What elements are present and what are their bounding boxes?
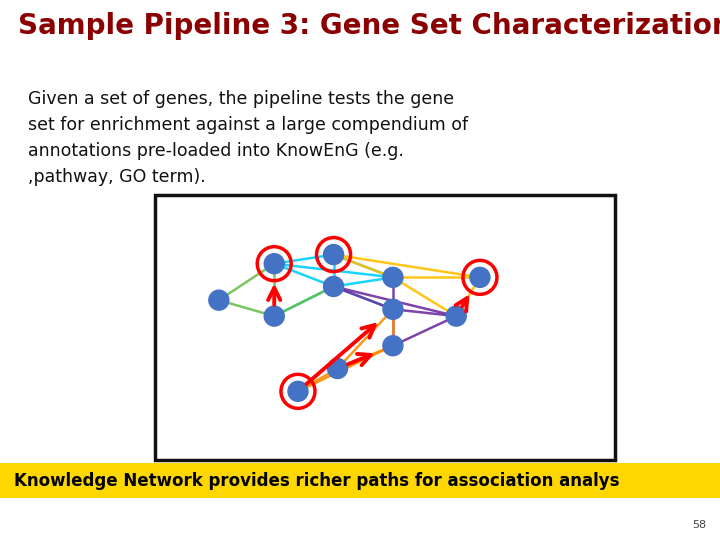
Text: ,pathway, GO term).: ,pathway, GO term).	[28, 168, 206, 186]
Circle shape	[383, 299, 403, 319]
Circle shape	[446, 306, 467, 326]
Circle shape	[264, 306, 284, 326]
Bar	[0, 463, 720, 498]
Circle shape	[264, 254, 284, 274]
Bar	[155, 195, 615, 460]
Circle shape	[328, 359, 348, 379]
Text: Sample Pipeline 3: Gene Set Characterization: Sample Pipeline 3: Gene Set Characteriza…	[18, 12, 720, 40]
Circle shape	[323, 276, 343, 296]
Circle shape	[288, 381, 308, 401]
Text: set for enrichment against a large compendium of: set for enrichment against a large compe…	[28, 116, 468, 134]
Text: 58: 58	[692, 520, 706, 530]
Circle shape	[323, 245, 343, 265]
Text: Given a set of genes, the pipeline tests the gene: Given a set of genes, the pipeline tests…	[28, 90, 454, 108]
Circle shape	[383, 267, 403, 287]
Text: annotations pre-loaded into KnowEnG (e.g.: annotations pre-loaded into KnowEnG (e.g…	[28, 142, 404, 160]
Circle shape	[470, 267, 490, 287]
Text: Knowledge Network provides richer paths for association analys: Knowledge Network provides richer paths …	[14, 471, 619, 489]
Circle shape	[383, 336, 403, 356]
Circle shape	[209, 290, 229, 310]
